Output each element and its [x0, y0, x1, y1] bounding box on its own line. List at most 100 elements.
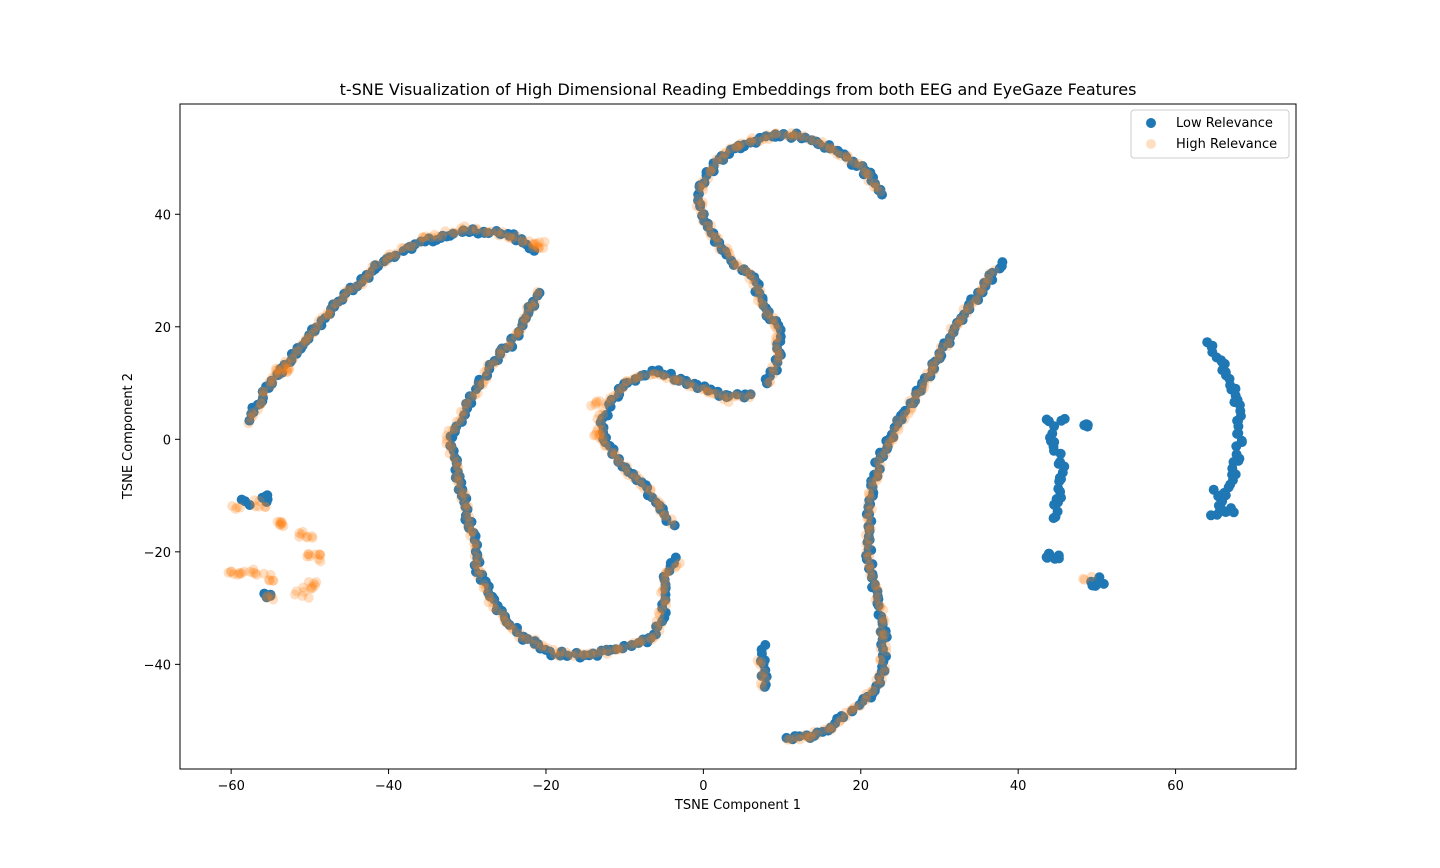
high-relevance-point: [935, 347, 946, 358]
high-relevance-point: [863, 175, 874, 186]
high-relevance-point: [700, 383, 711, 394]
y-tick-label: 0: [163, 433, 171, 448]
high-relevance-point: [470, 390, 481, 400]
high-relevance-point: [866, 504, 877, 515]
high-relevance-point: [625, 640, 636, 651]
high-relevance-point: [869, 178, 880, 189]
high-relevance-point: [983, 273, 994, 284]
high-relevance-point: [344, 284, 354, 295]
high-relevance-point: [483, 597, 494, 608]
high-relevance-point: [865, 493, 876, 503]
low-relevance-point: [1055, 448, 1066, 459]
high-relevance-point: [478, 582, 489, 593]
high-relevance-point: [225, 566, 236, 577]
high-relevance-point: [302, 531, 313, 542]
high-relevance-point: [772, 333, 783, 343]
high-relevance-point: [303, 592, 314, 603]
high-relevance-point: [668, 375, 679, 386]
high-relevance-point: [863, 169, 874, 180]
low-relevance-point: [1214, 491, 1225, 502]
low-relevance-point: [1048, 513, 1059, 524]
high-relevance-point: [875, 654, 886, 665]
high-relevance-point: [537, 640, 548, 651]
high-relevance-point: [598, 409, 609, 420]
high-relevance-point: [657, 585, 668, 596]
high-relevance-point: [720, 147, 731, 158]
high-relevance-point: [227, 501, 238, 511]
high-relevance-point: [472, 380, 483, 391]
high-relevance-point: [503, 341, 514, 352]
high-relevance-point: [757, 681, 768, 692]
low-relevance-point: [506, 334, 517, 344]
high-relevance-point: [899, 409, 910, 420]
high-relevance-point: [578, 650, 589, 661]
high-relevance-point: [469, 551, 480, 562]
high-relevance-point: [257, 390, 268, 401]
high-relevance-point: [279, 361, 289, 372]
high-relevance-point: [462, 521, 473, 532]
high-relevance-point: [876, 675, 887, 685]
high-relevance-point: [978, 277, 989, 288]
high-relevance-point: [245, 566, 256, 577]
high-relevance-point: [313, 321, 324, 332]
high-relevance-point: [630, 373, 641, 384]
high-relevance-point: [725, 143, 736, 154]
high-relevance-point: [440, 226, 451, 237]
high-relevance-point: [787, 128, 797, 139]
high-relevance-point: [871, 475, 882, 486]
high-relevance-point: [884, 439, 895, 450]
high-relevance-point: [752, 655, 763, 666]
high-relevance-point: [744, 273, 755, 284]
high-relevance-point: [348, 283, 359, 294]
high-relevance-point: [504, 232, 515, 242]
high-relevance-point: [326, 303, 337, 314]
high-relevance-point: [862, 512, 873, 523]
high-relevance-point: [504, 620, 515, 631]
legend-marker-low-relevance: [1146, 118, 1156, 128]
high-relevance-point: [628, 473, 639, 483]
high-relevance-point: [367, 261, 378, 272]
high-relevance-point: [226, 566, 237, 577]
high-relevance-point: [463, 501, 474, 512]
high-relevance-point: [768, 365, 779, 376]
high-relevance-point: [597, 425, 608, 436]
high-relevance-point: [479, 579, 489, 590]
high-relevance-point: [235, 502, 245, 513]
high-relevance-point: [305, 583, 316, 594]
high-relevance-point: [277, 518, 287, 529]
high-relevance-point: [870, 579, 881, 590]
high-relevance-point: [324, 309, 335, 320]
high-relevance-point: [271, 365, 282, 376]
high-relevance-point: [359, 274, 370, 285]
high-relevance-point: [649, 368, 660, 379]
high-relevance-point: [884, 436, 895, 447]
high-relevance-point: [254, 495, 265, 506]
high-relevance-point: [456, 225, 467, 236]
high-relevance-point: [466, 526, 477, 537]
high-relevance-point: [734, 140, 745, 151]
high-relevance-point: [264, 575, 275, 586]
high-relevance-point: [453, 462, 464, 473]
high-relevance-point: [456, 493, 467, 504]
high-relevance-point: [655, 499, 666, 510]
high-relevance-point: [823, 722, 834, 733]
low-relevance-point: [236, 494, 247, 505]
high-relevance-point: [760, 674, 771, 685]
high-relevance-point: [651, 616, 662, 627]
high-relevance-point: [464, 511, 475, 522]
high-relevance-point: [572, 648, 583, 658]
high-relevance-point: [245, 412, 256, 423]
low-relevance-point: [483, 228, 494, 239]
high-relevance-point: [889, 431, 899, 442]
high-relevance-point: [705, 166, 716, 177]
high-relevance-point: [707, 163, 718, 174]
high-relevance-point: [601, 440, 612, 451]
high-relevance-point: [371, 259, 382, 270]
high-relevance-point: [974, 287, 985, 298]
low-relevance-point: [650, 629, 661, 640]
high-relevance-point: [275, 518, 286, 528]
high-relevance-point: [745, 136, 756, 147]
high-relevance-point: [449, 452, 459, 463]
high-relevance-point: [705, 220, 716, 231]
high-relevance-point: [773, 353, 784, 364]
